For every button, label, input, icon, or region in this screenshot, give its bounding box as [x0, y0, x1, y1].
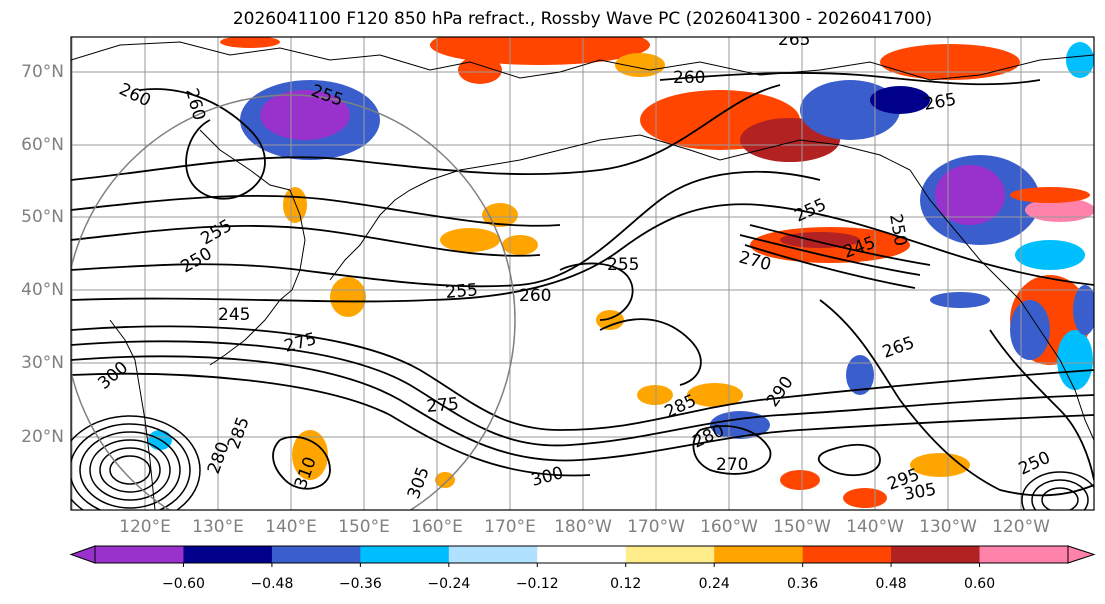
colorbar-segment: [714, 546, 804, 563]
colorbar-tick-label: −0.48: [250, 576, 294, 592]
colorbar-tick-label: −0.24: [427, 576, 471, 592]
contour-label: 265: [778, 30, 810, 50]
colorbar-tick-label: 0.24: [698, 576, 730, 592]
reference-circle: [71, 94, 516, 510]
lon-label: 170°W: [627, 517, 685, 537]
lon-label: 160°E: [411, 517, 463, 537]
lat-label: 60°N: [21, 135, 64, 155]
colorbar-segment: [891, 546, 981, 563]
colorbar-tick-label: −0.60: [162, 576, 205, 592]
lat-label: 50°N: [21, 207, 64, 227]
colorbar-segment: [183, 546, 273, 563]
lon-label: 140°W: [846, 517, 904, 537]
contour-label: 255: [607, 255, 639, 275]
colorbar-segment: [979, 546, 1069, 563]
coastlines: [71, 41, 1094, 510]
graticule: [71, 37, 1094, 510]
colorbar-segment: [625, 546, 715, 563]
contour-label: 260: [519, 286, 551, 306]
lon-label: 180°W: [554, 517, 612, 537]
lon-label: 170°E: [484, 517, 536, 537]
lon-label: 150°W: [773, 517, 831, 537]
colorbar-segment: [448, 546, 538, 563]
colorbar-segment: [537, 546, 627, 563]
colorbar-segment: [360, 546, 450, 563]
map-title: 2026041100 F120 850 hPa refract., Rossby…: [232, 9, 933, 29]
colorbar-tick-label: 0.36: [787, 576, 819, 592]
shaded-anomalies: [148, 37, 1094, 508]
map-frame: [70, 36, 1095, 511]
colorbar-segment: [95, 546, 184, 563]
colorbar-tick-label: 0.60: [963, 576, 996, 592]
colorbar-tick-label: 0.48: [875, 576, 907, 592]
lon-label: 120°W: [992, 517, 1050, 537]
lon-label: 130°E: [192, 517, 244, 537]
lat-label: 30°N: [21, 353, 64, 373]
lon-label: 150°E: [338, 517, 390, 537]
contour-label: 260: [673, 68, 705, 88]
lat-label: 40°N: [21, 280, 64, 300]
colorbar-segment: [271, 546, 361, 563]
lon-label: 160°W: [700, 517, 758, 537]
contour-label: 275: [426, 394, 460, 417]
contour-label: 245: [218, 305, 250, 325]
contour-lines: [71, 72, 1094, 497]
lon-label: 120°E: [119, 517, 171, 537]
colorbar-extend-low: [69, 545, 96, 564]
colorbar-tick-label: −0.12: [515, 576, 559, 592]
colorbar-tick-label: 0.12: [610, 576, 642, 592]
lat-label: 20°N: [21, 427, 64, 447]
lat-label: 70°N: [21, 62, 64, 82]
lon-label: 130°W: [919, 517, 977, 537]
contour-label: 255: [445, 280, 479, 303]
colorbar-segment: [802, 546, 892, 563]
colorbar-frame: [94, 545, 1069, 564]
colorbar-extend-high: [1067, 545, 1096, 564]
storm-contours: [71, 415, 1094, 510]
lon-label: 140°E: [265, 517, 317, 537]
colorbar-tick-label: −0.36: [338, 576, 382, 592]
contour-label: 270: [716, 455, 748, 475]
